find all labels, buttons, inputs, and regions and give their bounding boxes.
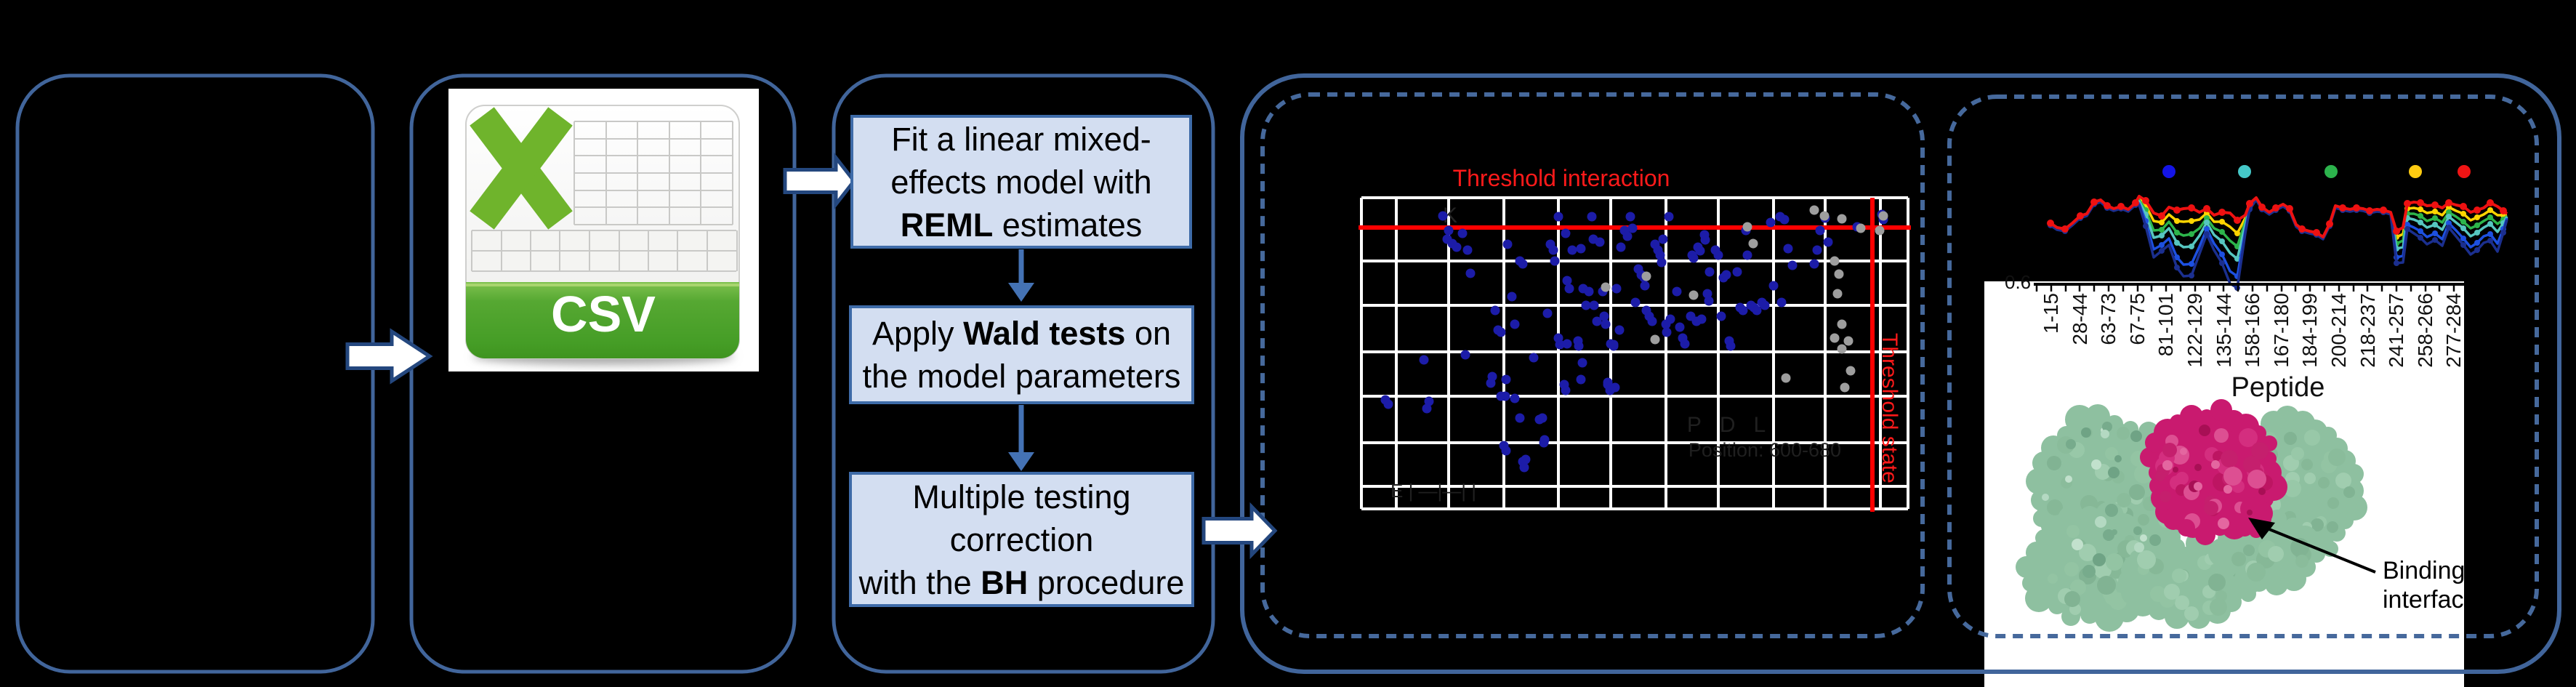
svg-text:CSV: CSV: [551, 286, 656, 342]
svg-text:Threshold state: Threshold state: [1877, 333, 1901, 483]
svg-text:K: K: [1443, 204, 1457, 228]
svg-text:277-284: 277-284: [2442, 293, 2465, 368]
svg-text:167-180: 167-180: [2270, 293, 2293, 368]
svg-text:Threshold interaction: Threshold interaction: [1453, 165, 1670, 191]
svg-text:200-214: 200-214: [2327, 293, 2350, 368]
svg-text:28-44: 28-44: [2069, 293, 2091, 345]
svg-text:E | —|—| |: E | —|—| |: [1390, 480, 1476, 502]
svg-text:241-257: 241-257: [2385, 293, 2407, 368]
svg-text:67-75: 67-75: [2126, 293, 2149, 345]
svg-text:122-129: 122-129: [2183, 293, 2206, 368]
svg-text:63-73: 63-73: [2097, 293, 2120, 345]
svg-text:158-166: 158-166: [2241, 293, 2263, 368]
svg-text:1-15: 1-15: [2040, 293, 2062, 334]
svg-text:258-266: 258-266: [2414, 293, 2436, 368]
svg-text:P D L: P D L: [1687, 413, 1766, 437]
svg-text:135-144: 135-144: [2213, 293, 2235, 368]
svg-text:218-237: 218-237: [2356, 293, 2379, 368]
svg-text:Peptide: Peptide: [2231, 372, 2325, 403]
svg-text:184-199: 184-199: [2298, 293, 2321, 368]
svg-text:81-101: 81-101: [2154, 293, 2177, 356]
svg-text:0.6: 0.6: [2005, 271, 2031, 293]
svg-text:Position: 600-680: Position: 600-680: [1689, 439, 1841, 461]
